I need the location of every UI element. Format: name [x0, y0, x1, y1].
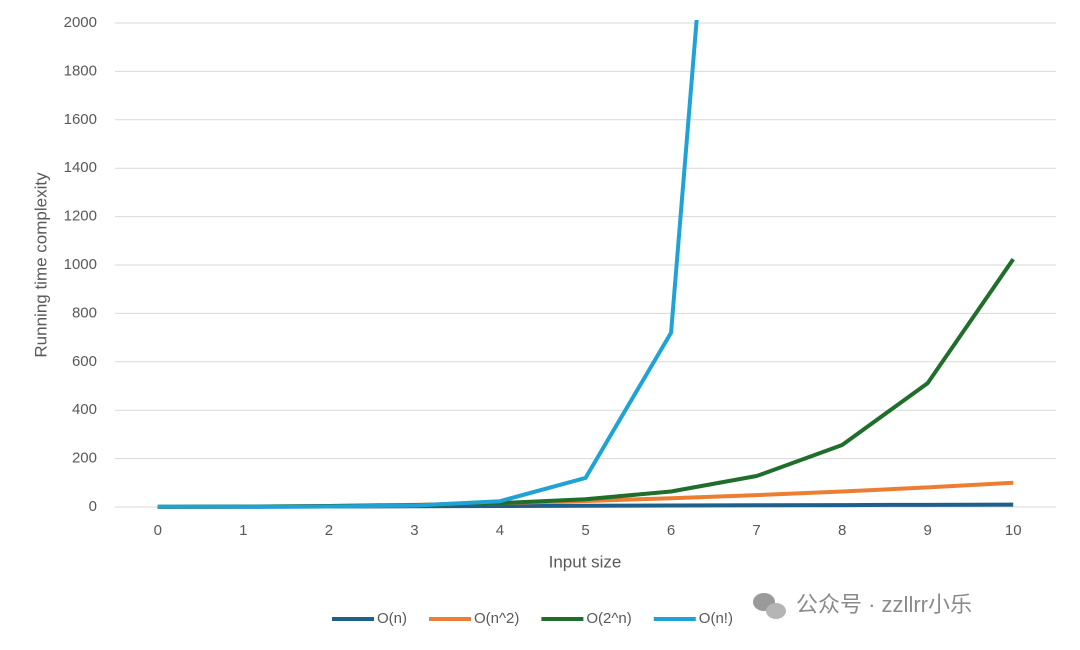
- x-tick-label: 10: [1005, 522, 1022, 539]
- y-tick-label: 1600: [64, 111, 97, 128]
- x-tick-label: 2: [325, 522, 333, 539]
- series-line: [157, 258, 1015, 509]
- y-tick-label: 400: [72, 401, 97, 418]
- x-tick-label: 8: [838, 522, 846, 539]
- x-tick-label: 1: [239, 522, 247, 539]
- y-tick-label: 1200: [64, 208, 97, 225]
- x-tick-label: 4: [496, 522, 504, 539]
- series-line: [157, 20, 699, 509]
- legend-label: O(n^2): [474, 610, 519, 627]
- legend-label: O(2^n): [586, 610, 631, 627]
- legend-label: O(n!): [699, 610, 733, 627]
- x-tick-label: 3: [410, 522, 418, 539]
- watermark: 公众号 · zzllrr小乐: [796, 592, 972, 617]
- y-axis-label: Running time complexity: [31, 172, 50, 358]
- y-tick-label: 1800: [64, 62, 97, 79]
- y-tick-label: 2000: [64, 14, 97, 31]
- x-tick-label: 9: [924, 522, 932, 539]
- plot-lines: [157, 20, 1015, 509]
- x-axis-label: Input size: [549, 552, 622, 571]
- legend-label: O(n): [377, 610, 407, 627]
- y-tick-label: 0: [89, 498, 97, 515]
- y-tick-label: 1400: [64, 159, 97, 176]
- x-tick-label: 5: [581, 522, 589, 539]
- x-tick-label: 0: [154, 522, 162, 539]
- x-tick-label: 7: [752, 522, 760, 539]
- y-tick-label: 200: [72, 450, 97, 467]
- watermark-icon: [753, 593, 786, 619]
- y-tick-label: 800: [72, 304, 97, 321]
- y-tick-label: 600: [72, 353, 97, 370]
- y-tick-label: 1000: [64, 256, 97, 273]
- x-tick-label: 6: [667, 522, 675, 539]
